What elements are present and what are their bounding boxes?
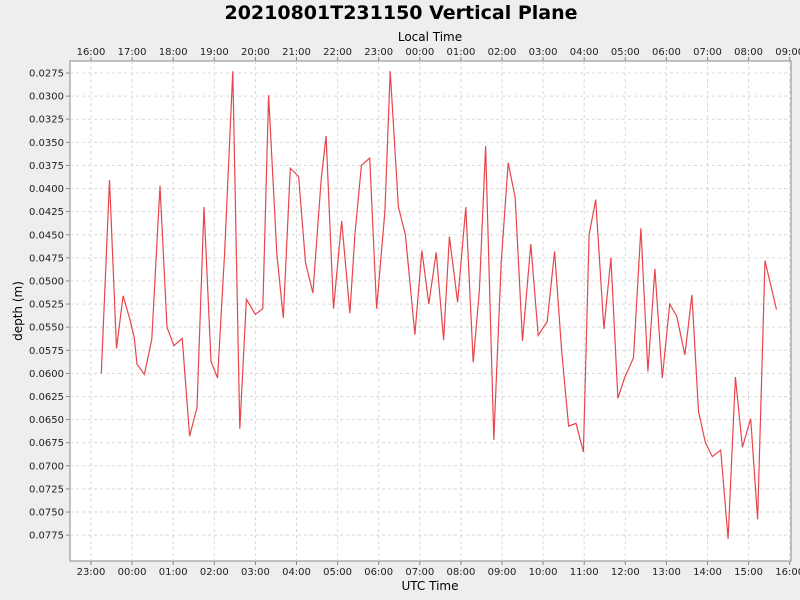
chart-title: 20210801T231150 Vertical Plane bbox=[224, 2, 577, 24]
y-tick-label: 0.0400 bbox=[29, 184, 64, 195]
top-tick-label: 08:00 bbox=[734, 47, 763, 58]
x-tick-label: 11:00 bbox=[570, 567, 599, 578]
top-tick-label: 18:00 bbox=[159, 47, 188, 58]
y-tick-label: 0.0600 bbox=[29, 369, 64, 380]
x-tick-label: 00:00 bbox=[118, 567, 147, 578]
y-tick-label: 0.0350 bbox=[29, 138, 64, 149]
top-tick-label: 01:00 bbox=[446, 47, 475, 58]
top-tick-label: 19:00 bbox=[200, 47, 229, 58]
x-tick-label: 15:00 bbox=[734, 567, 763, 578]
y-tick-label: 0.0575 bbox=[29, 346, 64, 357]
top-tick-label: 16:00 bbox=[77, 47, 106, 58]
x-tick-label: 16:00 bbox=[775, 567, 800, 578]
y-tick-label: 0.0725 bbox=[29, 484, 64, 495]
top-tick-label: 04:00 bbox=[570, 47, 599, 58]
x-tick-label: 08:00 bbox=[446, 567, 475, 578]
y-tick-label: 0.0625 bbox=[29, 392, 64, 403]
tick-layer: 23:00 00:00 01:00 02:00 03:00 04:00 05:00 06:00… bbox=[29, 47, 800, 578]
y-tick-label: 0.0425 bbox=[29, 207, 64, 218]
top-tick-label: 23:00 bbox=[364, 47, 393, 58]
x-tick-label: 03:00 bbox=[241, 567, 270, 578]
depth-series-line bbox=[100, 71, 778, 539]
y-tick-label: 0.0500 bbox=[29, 276, 64, 287]
y-axis-label: depth (m) bbox=[11, 281, 25, 341]
top-axis-label: Local Time bbox=[398, 30, 462, 44]
y-tick-label: 0.0750 bbox=[29, 508, 64, 519]
top-tick-label: 09:00 bbox=[775, 47, 800, 58]
y-tick-label: 0.0675 bbox=[29, 438, 64, 449]
top-tick-label: 21:00 bbox=[282, 47, 311, 58]
x-tick-label: 04:00 bbox=[282, 567, 311, 578]
y-tick-label: 0.0525 bbox=[29, 300, 64, 311]
x-tick-label: 07:00 bbox=[405, 567, 434, 578]
top-tick-label: 03:00 bbox=[529, 47, 558, 58]
series-layer bbox=[100, 71, 778, 539]
y-tick-label: 0.0700 bbox=[29, 461, 64, 472]
x-tick-label: 05:00 bbox=[323, 567, 352, 578]
top-tick-label: 07:00 bbox=[693, 47, 722, 58]
x-tick-label: 10:00 bbox=[529, 567, 558, 578]
top-tick-label: 00:00 bbox=[405, 47, 434, 58]
top-tick-label: 20:00 bbox=[241, 47, 270, 58]
top-tick-label: 17:00 bbox=[118, 47, 147, 58]
y-tick-label: 0.0550 bbox=[29, 323, 64, 334]
y-tick-label: 0.0275 bbox=[29, 69, 64, 80]
top-tick-label: 06:00 bbox=[652, 47, 681, 58]
x-tick-label: 12:00 bbox=[611, 567, 640, 578]
y-tick-label: 0.0650 bbox=[29, 415, 64, 426]
grid-layer bbox=[70, 61, 791, 561]
x-tick-label: 23:00 bbox=[77, 567, 106, 578]
x-tick-label: 02:00 bbox=[200, 567, 229, 578]
y-tick-label: 0.0300 bbox=[29, 92, 64, 103]
top-tick-label: 22:00 bbox=[323, 47, 352, 58]
y-tick-label: 0.0450 bbox=[29, 230, 64, 241]
x-axis-label: UTC Time bbox=[402, 579, 459, 593]
top-tick-label: 02:00 bbox=[488, 47, 517, 58]
x-tick-label: 01:00 bbox=[159, 567, 188, 578]
x-tick-label: 14:00 bbox=[693, 567, 722, 578]
top-tick-label: 05:00 bbox=[611, 47, 640, 58]
y-tick-label: 0.0775 bbox=[29, 531, 64, 542]
x-tick-label: 09:00 bbox=[488, 567, 517, 578]
y-tick-label: 0.0375 bbox=[29, 161, 64, 172]
y-tick-label: 0.0475 bbox=[29, 253, 64, 264]
x-tick-label: 06:00 bbox=[364, 567, 393, 578]
y-tick-label: 0.0325 bbox=[29, 115, 64, 126]
x-tick-label: 13:00 bbox=[652, 567, 681, 578]
plot-area bbox=[69, 60, 792, 562]
